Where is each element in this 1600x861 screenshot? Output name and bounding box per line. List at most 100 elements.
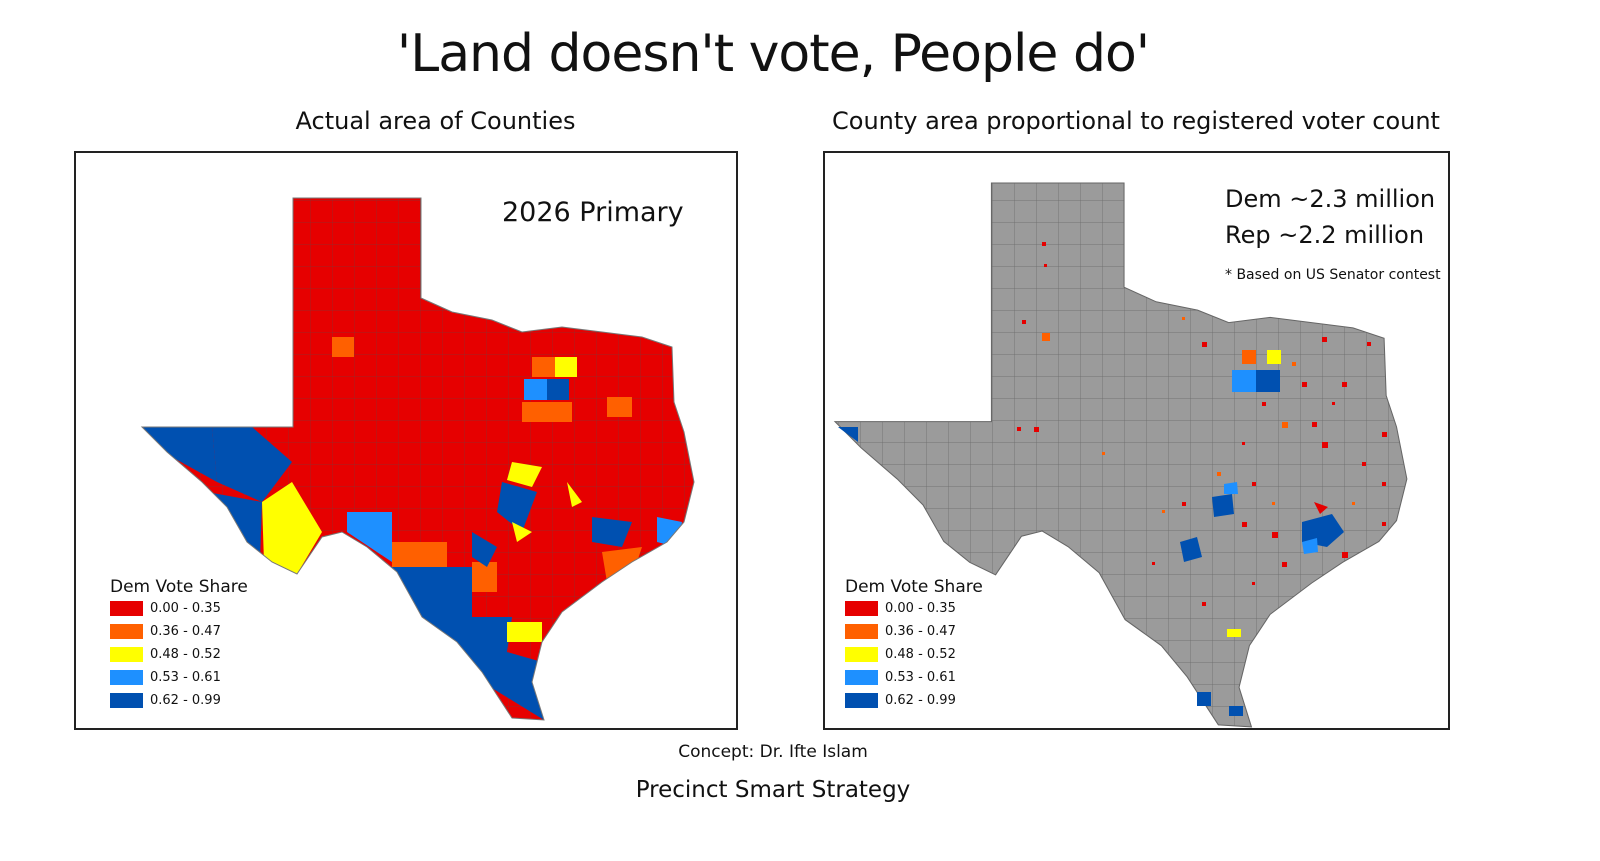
county-marker — [1102, 452, 1105, 455]
county-marker — [1152, 562, 1155, 565]
county-marker — [1272, 532, 1278, 538]
footnote: * Based on US Senator contest — [1225, 267, 1441, 283]
legend-swatch — [845, 601, 878, 616]
county-marker — [1282, 422, 1288, 428]
county-marker — [1332, 402, 1335, 405]
legend-label: 0.53 - 0.61 — [885, 670, 956, 685]
legend-label: 0.00 - 0.35 — [150, 601, 221, 616]
county-dem-strong — [497, 482, 537, 532]
county-marker — [1182, 502, 1186, 506]
legend-swatch — [110, 647, 143, 662]
county-marker — [1202, 342, 1207, 347]
county-marker — [1312, 422, 1317, 427]
county-dem-strong — [1229, 706, 1243, 716]
legend-title: Dem Vote Share — [110, 577, 248, 597]
county-dem-strong — [592, 517, 632, 547]
legend-label: 0.36 - 0.47 — [150, 624, 221, 639]
legend-item: 0.36 - 0.47 — [110, 620, 248, 643]
county-marker — [1362, 462, 1366, 466]
county-dem-lean — [1224, 482, 1238, 494]
legend-swatch — [845, 624, 878, 639]
county-marker — [1162, 510, 1165, 513]
county-rep-lean — [332, 337, 354, 357]
county-marker — [1282, 562, 1287, 567]
county-marker — [1034, 427, 1039, 432]
right-map-panel: Dem ~2.3 million Rep ~2.2 million * Base… — [823, 151, 1450, 730]
county-marker — [1342, 382, 1347, 387]
county-dem-strong — [1180, 537, 1202, 562]
county-tossup — [262, 482, 322, 574]
county-rep-lean — [1242, 350, 1256, 364]
county-marker — [1382, 522, 1386, 526]
left-map-subtitle: Actual area of Counties — [295, 107, 576, 135]
county-marker — [1217, 472, 1221, 476]
legend-title: Dem Vote Share — [845, 577, 983, 597]
legend-item: 0.00 - 0.35 — [845, 597, 983, 620]
county-dem-strong — [392, 567, 544, 720]
legend-item: 0.62 - 0.99 — [110, 689, 248, 712]
county-dem-strong — [212, 427, 292, 502]
legend-swatch — [110, 601, 143, 616]
legend-left: Dem Vote Share 0.00 - 0.35 0.36 - 0.47 0.4… — [110, 577, 248, 712]
county-tossup — [555, 357, 577, 377]
county-tossup — [512, 522, 532, 542]
organization-credit: Precinct Smart Strategy — [635, 777, 911, 803]
legend-label: 0.36 - 0.47 — [885, 624, 956, 639]
county-marker — [1262, 402, 1266, 406]
county-rep-lean — [607, 397, 632, 417]
county-marker — [1252, 482, 1256, 486]
county-marker — [1017, 427, 1021, 431]
legend-swatch — [110, 693, 143, 708]
county-tossup — [507, 622, 542, 642]
county-rep-lean — [1042, 333, 1050, 341]
county-marker — [1322, 337, 1327, 342]
county-marker — [1202, 602, 1206, 606]
county-marker — [1242, 442, 1245, 445]
county-dem-lean — [347, 512, 392, 562]
legend-label: 0.62 - 0.99 — [885, 693, 956, 708]
county-tossup — [1267, 350, 1281, 364]
county-dem-strong — [142, 427, 217, 482]
county-marker — [1182, 317, 1185, 320]
rep-total: Rep ~2.2 million — [1225, 221, 1425, 249]
county-tossup — [1227, 629, 1241, 637]
legend-item: 0.53 - 0.61 — [110, 666, 248, 689]
county-rep-lean — [472, 562, 497, 592]
county-dem-strong — [1197, 692, 1211, 706]
county-dem-strong — [547, 379, 569, 400]
county-dem-strong — [1212, 494, 1234, 517]
county-tossup — [567, 482, 582, 507]
county-tossup — [507, 462, 542, 487]
legend-label: 0.62 - 0.99 — [150, 693, 221, 708]
county-marker — [1272, 502, 1275, 505]
county-marker — [1382, 482, 1386, 486]
county-marker — [1242, 522, 1247, 527]
concept-credit: Concept: Dr. Ifte Islam — [678, 742, 868, 762]
county-marker — [1042, 242, 1046, 246]
county-dem-strong — [472, 532, 497, 567]
legend-item: 0.62 - 0.99 — [845, 689, 983, 712]
texas-cartogram-map — [834, 182, 1408, 728]
legend-item: 0.48 - 0.52 — [110, 643, 248, 666]
county-dem-lean — [1232, 370, 1256, 392]
county-marker — [1022, 320, 1026, 324]
texas-county-area-map — [141, 197, 695, 721]
legend-label: 0.48 - 0.52 — [885, 647, 956, 662]
county-marker — [1367, 342, 1371, 346]
county-dem-lean — [524, 379, 547, 400]
county-dem-strong — [1256, 370, 1280, 392]
county-dem-strong — [838, 427, 858, 442]
legend-swatch — [845, 670, 878, 685]
county-marker — [1322, 442, 1328, 448]
legend-swatch — [110, 670, 143, 685]
county-marker — [1292, 362, 1296, 366]
election-label: 2026 Primary — [502, 197, 684, 228]
main-title: 'Land doesn't vote, People do' — [396, 24, 1150, 84]
legend-item: 0.36 - 0.47 — [845, 620, 983, 643]
left-map-panel: 2026 Primary Dem Vote Share 0.00 - 0.35 0… — [74, 151, 738, 730]
legend-swatch — [845, 693, 878, 708]
county-marker — [1252, 582, 1255, 585]
county-rep-lean — [392, 542, 447, 567]
legend-label: 0.48 - 0.52 — [150, 647, 221, 662]
county-marker — [1352, 502, 1355, 505]
